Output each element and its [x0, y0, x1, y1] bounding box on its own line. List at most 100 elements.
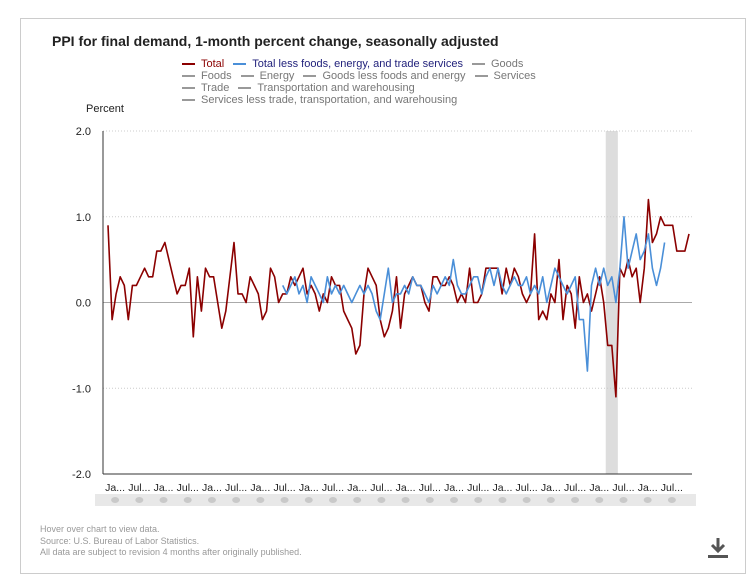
navigator-dot: [571, 497, 580, 503]
legend-item[interactable]: Energy: [240, 70, 295, 82]
legend-swatch: [240, 75, 254, 77]
x-tick-label: Jul...: [177, 482, 199, 494]
navigator-dot: [595, 497, 604, 503]
legend-row: Trade Transportation and warehousing: [182, 82, 662, 94]
legend-label: Services less trade, transportation, and…: [201, 94, 458, 106]
legend-swatch: [303, 75, 317, 77]
navigator-dot: [377, 497, 386, 503]
navigator-dot: [328, 497, 337, 503]
x-tick-label: Ja...: [154, 482, 174, 494]
series-line: [281, 216, 666, 372]
legend-label: Goods less foods and energy: [322, 70, 466, 82]
y-tick-label: 1.0: [76, 212, 91, 224]
x-tick-label: Ja...: [589, 482, 609, 494]
navigator-dot: [450, 497, 459, 503]
x-tick-label: Jul...: [225, 482, 247, 494]
legend-item[interactable]: Transportation and warehousing: [238, 82, 415, 94]
navigator-dot: [619, 497, 628, 503]
revision-note: All data are subject to revision 4 month…: [40, 547, 302, 557]
navigator-dot: [401, 497, 410, 503]
legend-row: Foods Energy Goods less foods and energy Se…: [182, 70, 662, 82]
chart-title: PPI for final demand, 1-month percent ch…: [52, 33, 499, 49]
legend-swatch: [182, 87, 195, 89]
legend-item[interactable]: Total: [182, 58, 224, 70]
navigator-dot: [425, 497, 434, 503]
navigator-strip: [95, 494, 696, 506]
x-tick-label: Jul...: [661, 482, 683, 494]
y-tick-label: -2.0: [72, 469, 91, 481]
y-tick-label: -1.0: [72, 383, 91, 395]
legend-swatch: [238, 87, 252, 89]
y-tick-label: 2.0: [76, 126, 91, 138]
legend-item[interactable]: Trade: [182, 82, 229, 94]
legend-item[interactable]: Total less foods, energy, and trade serv…: [233, 58, 463, 70]
x-tick-label: Jul...: [564, 482, 586, 494]
legend-swatch: [233, 63, 247, 65]
legend-item[interactable]: Services: [474, 70, 536, 82]
legend-label: Total less foods, energy, and trade serv…: [252, 58, 463, 70]
x-tick-label: Jul...: [612, 482, 634, 494]
navigator-dot: [304, 497, 313, 503]
x-tick-label: Ja...: [105, 482, 125, 494]
legend-swatch: [474, 75, 488, 77]
navigator-dot: [546, 497, 555, 503]
legend-label: Total: [201, 58, 225, 70]
legend-item[interactable]: Services less trade, transportation, and…: [182, 94, 457, 106]
x-tick-label: Jul...: [128, 482, 150, 494]
navigator-dot: [353, 497, 362, 503]
legend-swatch: [472, 63, 485, 65]
legend-item[interactable]: Goods: [472, 58, 523, 70]
hover-hint: Hover over chart to view data.: [40, 524, 160, 534]
legend-label: Energy: [259, 70, 295, 82]
x-tick-label: Jul...: [467, 482, 489, 494]
navigator-dot: [474, 497, 483, 503]
navigator-dot: [280, 497, 289, 503]
x-tick-label: Ja...: [347, 482, 367, 494]
chart-frame: [20, 18, 746, 574]
x-tick-label: Ja...: [541, 482, 561, 494]
x-tick-label: Ja...: [202, 482, 222, 494]
x-tick-label: Jul...: [370, 482, 392, 494]
y-axis-label: Percent: [86, 103, 124, 115]
download-icon[interactable]: [706, 535, 730, 561]
navigator-dot: [111, 497, 120, 503]
x-tick-label: Ja...: [638, 482, 658, 494]
navigator-dot: [522, 497, 531, 503]
legend-label: Goods: [491, 58, 524, 70]
navigator-dot: [667, 497, 676, 503]
x-tick-label: Ja...: [299, 482, 319, 494]
legend-row: Total Total less foods, energy, and trade…: [182, 58, 662, 70]
navigator-dot: [183, 497, 192, 503]
navigator-dot: [159, 497, 168, 503]
legend-swatch: [182, 63, 195, 65]
legend-label: Transportation and warehousing: [257, 82, 415, 94]
legend-label: Foods: [201, 70, 232, 82]
source-note: Source: U.S. Bureau of Labor Statistics.: [40, 535, 200, 546]
navigator-dot: [207, 497, 216, 503]
navigator-dot: [256, 497, 265, 503]
series-line: [107, 198, 690, 398]
x-tick-label: Jul...: [322, 482, 344, 494]
legend-label: Services: [493, 70, 536, 82]
legend-item[interactable]: Foods: [182, 70, 232, 82]
x-tick-label: Ja...: [396, 482, 416, 494]
x-tick-label: Jul...: [419, 482, 441, 494]
legend-item[interactable]: Goods less foods and energy: [303, 70, 466, 82]
x-tick-label: Ja...: [444, 482, 464, 494]
chart-legend: Total Total less foods, energy, and trade…: [182, 58, 662, 106]
legend-label: Trade: [201, 82, 230, 94]
chart-footer: Hover over chart to view data. Source: U…: [40, 524, 302, 559]
navigator-dot: [232, 497, 241, 503]
x-tick-label: Jul...: [516, 482, 538, 494]
x-tick-label: Ja...: [250, 482, 270, 494]
navigator-dot: [643, 497, 652, 503]
x-tick-label: Jul...: [273, 482, 295, 494]
legend-swatch: [182, 99, 195, 101]
legend-swatch: [182, 75, 195, 77]
navigator-dot: [498, 497, 507, 503]
legend-row: Services less trade, transportation, and…: [182, 94, 662, 106]
x-tick-label: Ja...: [493, 482, 513, 494]
y-tick-label: 0.0: [76, 298, 91, 310]
navigator-dot: [135, 497, 144, 503]
